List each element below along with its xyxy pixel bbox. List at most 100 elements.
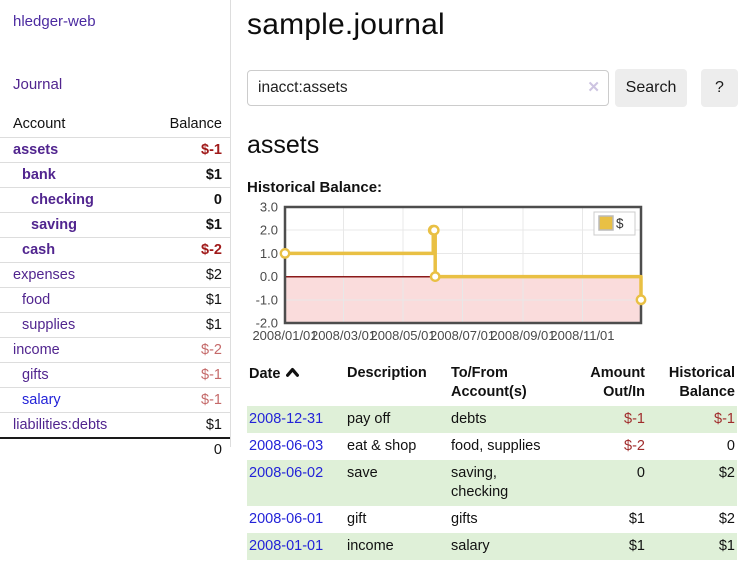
chevron-up-icon [286,364,300,383]
register-table-header-row: Date Description To/From Account(s) Amou… [247,362,737,406]
accounts-header-line2: Account(s) [451,384,527,400]
account-balance: $1 [205,217,222,233]
page-title: sample.journal [247,8,445,41]
account-link-assets[interactable]: assets [13,142,59,158]
column-header-amount: Amount Out/In [561,362,647,406]
column-header-date[interactable]: Date [247,362,345,406]
transaction-accounts: food, supplies [451,438,541,454]
transaction-description: income [345,533,449,560]
transaction-date-link[interactable]: 2008-06-01 [249,511,324,527]
account-balance: $2 [205,267,222,283]
balance-header-line2: Balance [679,384,735,400]
account-row: expenses $2 [0,262,230,287]
x-axis-tick-label: 2008/07/01 [430,328,495,343]
accounts-table-header: Account Balance [0,113,230,137]
transaction-amount: $1 [561,533,647,560]
help-button[interactable]: ? [701,69,738,107]
account-balance: $1 [205,317,222,333]
y-axis-tick-label: 1.0 [260,246,278,261]
account-link-liabilities-debts[interactable]: liabilities:debts [13,417,108,433]
search-input[interactable] [247,70,609,106]
transaction-date-link[interactable]: 2008-06-03 [249,438,324,454]
x-axis-tick-label: 2008/09/01 [490,328,555,343]
account-row: liabilities:debts $1 [0,412,230,437]
account-link-gifts[interactable]: gifts [22,367,49,383]
transaction-row: 2008-01-01 income salary $1 $1 [247,533,737,560]
account-balance: $-1 [201,142,222,158]
x-axis-tick-label: 2008/11/01 [550,328,614,343]
amount-header-line2: Out/In [603,384,645,400]
account-balance: $-2 [201,242,222,258]
transaction-amount: 0 [561,460,647,506]
transaction-description: pay off [345,406,449,433]
account-link-food[interactable]: food [22,292,51,308]
account-link-supplies[interactable]: supplies [22,317,76,333]
search-form: ✕ Search ? [247,69,742,107]
account-row: food $1 [0,287,230,312]
account-balance: $1 [205,292,222,308]
account-row: cash $-2 [0,237,230,262]
accounts-rows: assets $-1 bank $1 checking 0 saving $1 cash $-2 e… [0,137,230,437]
transaction-date-link[interactable]: 2008-01-01 [249,538,324,554]
balance-header-line1: Historical [668,365,735,381]
y-axis-tick-label: 0.0 [260,269,278,284]
account-row: income $-2 [0,337,230,362]
account-column-header: Account [13,116,66,132]
column-header-balance: Historical Balance [647,362,737,406]
data-point-marker [428,224,440,236]
search-button[interactable]: Search [615,69,687,107]
account-row: salary $-1 [0,387,230,412]
transaction-date-link[interactable]: 2008-06-02 [249,465,324,481]
main-content: sample.journal ✕ Search ? assets Histori… [247,0,742,560]
transaction-description: gift [347,511,367,527]
transaction-date-link[interactable]: 2008-12-31 [249,411,324,427]
app-title-link[interactable]: hledger-web [13,13,96,30]
account-balance: $-2 [201,342,222,358]
account-link-income[interactable]: income [13,342,60,358]
transaction-row: 2008-06-01 gift gifts $1 $2 [247,506,737,533]
account-row: supplies $1 [0,312,230,337]
account-link-cash[interactable]: cash [22,242,56,258]
historical-balance-chart: 3.0 2.0 1.0 0.0 -1.0 -2.0 2008/01/01 2008/03/01… [247,201,742,346]
transaction-accounts: gifts [451,511,478,527]
account-row: gifts $-1 [0,362,230,387]
y-axis-tick-label: -1.0 [256,292,278,307]
account-link-checking[interactable]: checking [31,192,94,208]
column-header-accounts: To/From Account(s) [449,362,561,406]
accounts-header-line1: To/From [451,365,508,381]
transaction-accounts: salary [449,533,561,560]
accounts-table: Account Balance assets $-1 bank $1 checking 0… [0,113,230,461]
clear-search-icon[interactable]: ✕ [587,79,600,96]
transaction-amount: $-1 [561,406,647,433]
account-row: bank $1 [0,162,230,187]
transaction-accounts: saving, checking [449,460,561,506]
legend-label: $ [616,216,624,231]
transaction-balance: $2 [647,460,737,506]
transaction-row: 2008-06-02 save saving, checking 0 $2 [247,460,737,506]
search-box: ✕ [247,70,609,106]
data-point-marker [635,294,647,306]
x-axis-tick-label: 2008/05/01 [370,328,435,343]
account-balance: 0 [213,192,222,208]
register-account-heading: assets [247,131,320,159]
sidebar: hledger-web Journal Account Balance asse… [0,0,231,458]
account-balance: $1 [205,167,222,183]
data-point-marker [429,271,441,283]
sidebar-item-journal[interactable]: Journal [13,76,63,93]
account-link-expenses[interactable]: expenses [13,267,76,283]
account-row: saving $1 [0,212,230,237]
transaction-row: 2008-12-31 pay off debts $-1 $-1 [247,406,737,433]
transaction-balance: 0 [726,438,735,454]
account-link-bank[interactable]: bank [22,167,56,183]
chart-title: Historical Balance: [247,179,383,196]
account-link-saving[interactable]: saving [31,217,77,233]
balance-column-header: Balance [169,116,222,132]
date-header-label: Date [249,366,281,382]
account-link-salary[interactable]: salary [22,392,61,408]
x-axis-tick-label: 2008/03/01 [311,328,376,343]
data-point-marker [279,248,291,259]
account-balance: $-1 [201,392,222,408]
transaction-description: eat & shop [347,438,417,454]
transaction-balance: $1 [647,533,737,560]
transaction-row: 2008-06-03 eat & shop food, supplies $-2 0 [247,433,737,460]
